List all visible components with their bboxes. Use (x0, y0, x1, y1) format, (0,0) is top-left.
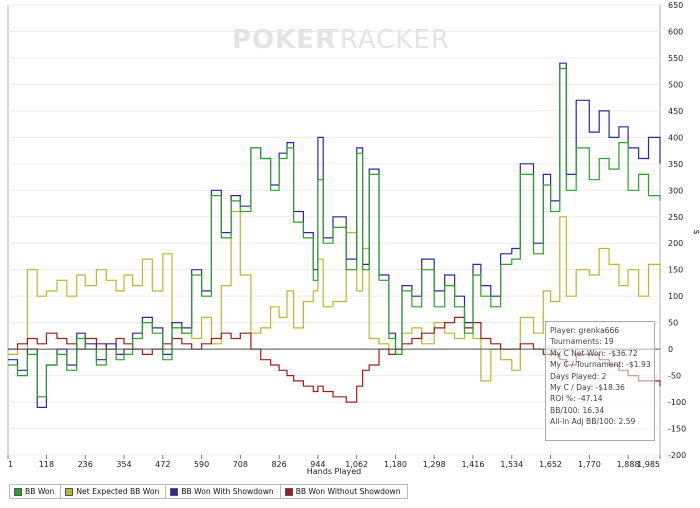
x-tick-label: 590 (194, 460, 209, 469)
y-tick-label: 650 (668, 1, 683, 10)
x-tick-label: 1,770 (578, 460, 601, 469)
y-axis-ticks: -200 -150 -100 -50 0 50 100 150 200 250 300 350 400 4… (668, 1, 686, 460)
y-tick-label: 450 (668, 107, 683, 116)
legend-item-with-showdown[interactable]: BB Won With Showdown (166, 485, 281, 498)
y-tick-label: 50 (668, 319, 678, 328)
stat-bb100: BB/100: 16.34 (550, 405, 605, 415)
y-tick-label: -100 (668, 398, 686, 407)
y-tick-label: 200 (668, 239, 683, 248)
x-tick-label: 1,416 (462, 460, 485, 469)
y-tick-label: -150 (668, 425, 686, 434)
stat-per-tournament: My C / Tournament: -$1.93 (550, 360, 651, 370)
x-tick-label: 118 (39, 460, 54, 469)
legend-label-with-showdown: BB Won With Showdown (181, 487, 274, 496)
y-tick-label: 250 (668, 213, 683, 222)
y-tick-label: -50 (668, 372, 681, 381)
stat-tournaments: Tournaments: 19 (550, 337, 614, 347)
y-tick-label: 150 (668, 266, 683, 275)
watermark-tracker-text: TRACKER (322, 25, 450, 55)
x-axis-label: Hands Played (307, 467, 361, 476)
x-tick-label: 1 (8, 460, 13, 469)
legend: BB Won Net Expected BB Won BB Won With S… (9, 484, 408, 499)
stat-allin-bb100: All-In Adj BB/100: 2.59 (550, 417, 636, 427)
series-line-net-expected-bb-won (8, 210, 661, 382)
legend-item-without-showdown[interactable]: BB Won Without Showdown (281, 485, 407, 498)
legend-label-bb-won: BB Won (25, 487, 55, 496)
x-tick-label: 1,062 (345, 460, 368, 469)
y-tick-label: 100 (668, 292, 683, 301)
y-tick-label: 400 (668, 133, 683, 142)
x-tick-label: 944 (310, 460, 325, 469)
x-axis-ticks: 1 118 236 354 472 590 708 826 944 1,062 1,180 1,298… (7, 455, 661, 469)
legend-item-net-expected[interactable]: Net Expected BB Won (61, 485, 167, 498)
x-tick-label: 1,180 (384, 460, 407, 469)
stat-net-won: My C Net Won: -$36.72 (550, 348, 638, 358)
series-line-bb-won (8, 67, 661, 398)
stat-per-day: My C / Day: -$18.36 (550, 382, 625, 392)
legend-swatch-net-expected (65, 487, 74, 496)
stat-player: Player: grenka666 (550, 326, 620, 335)
y-tick-label: 600 (668, 27, 683, 36)
legend-swatch-without-showdown (284, 487, 293, 496)
y-tick-label: 550 (668, 54, 683, 63)
x-tick-label: 472 (155, 460, 170, 469)
stats-box: Player: grenka666 Tournaments: 19 My C N… (545, 321, 655, 441)
legend-swatch-bb-won (14, 487, 22, 496)
x-tick-label: 826 (271, 460, 286, 469)
legend-label-net-expected: Net Expected BB Won (76, 487, 160, 496)
x-tick-label: 1,888 (617, 460, 640, 469)
legend-label-without-showdown: BB Won Without Showdown (295, 487, 401, 496)
y-tick-label: -200 (668, 451, 686, 460)
x-tick-label: 236 (78, 460, 93, 469)
x-tick-label: 1,298 (423, 460, 446, 469)
watermark: POKER TRACKER (232, 25, 450, 55)
x-tick-label: 1,985 (637, 460, 660, 469)
x-tick-label: 1,534 (500, 460, 523, 469)
x-tick-label: 1,652 (539, 460, 562, 469)
stat-roi: ROI %: -47.14 (550, 394, 603, 404)
stat-days-played: Days Played: 2 (550, 371, 607, 381)
watermark-poker-text: POKER (232, 25, 336, 55)
y-tick-label: 350 (668, 160, 683, 169)
x-tick-label: 708 (233, 460, 248, 469)
x-tick-label: 354 (116, 460, 131, 469)
legend-item-bb-won[interactable]: BB Won (10, 485, 62, 498)
y-tick-label: 0 (668, 345, 673, 354)
legend-swatch-with-showdown (170, 487, 179, 496)
y-tick-label: 500 (668, 80, 683, 89)
y-tick-label: 300 (668, 186, 683, 195)
y-axis-label: $ (692, 229, 700, 234)
